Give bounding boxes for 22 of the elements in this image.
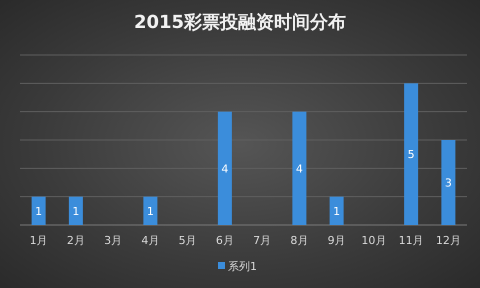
x-tick-label: 2月 xyxy=(66,234,85,247)
x-tick-label: 6月 xyxy=(216,234,234,247)
data-label: 1 xyxy=(72,204,80,218)
data-label: 4 xyxy=(296,162,303,176)
x-tick-label: 8月 xyxy=(290,234,308,247)
chart-title: 2015彩票投融资时间分布 xyxy=(134,12,346,33)
data-label: 1 xyxy=(35,204,42,218)
x-tick-label: 9月 xyxy=(328,234,346,247)
x-tick-label: 7月 xyxy=(253,234,272,247)
x-tick-label: 11月 xyxy=(398,234,424,247)
data-label: 1 xyxy=(333,204,340,218)
data-label: 5 xyxy=(408,148,415,162)
data-label: 4 xyxy=(221,162,228,176)
x-tick-label: 3月 xyxy=(104,234,122,247)
x-tick-label: 10月 xyxy=(361,234,386,247)
x-tick-label: 5月 xyxy=(178,234,197,247)
x-tick-label: 12月 xyxy=(436,234,461,247)
x-tick-label: 4月 xyxy=(141,234,160,247)
x-tick-label: 1月 xyxy=(30,234,48,247)
data-label: 1 xyxy=(146,204,154,218)
data-label: 3 xyxy=(444,176,452,190)
legend-label: 系列1 xyxy=(228,260,257,273)
